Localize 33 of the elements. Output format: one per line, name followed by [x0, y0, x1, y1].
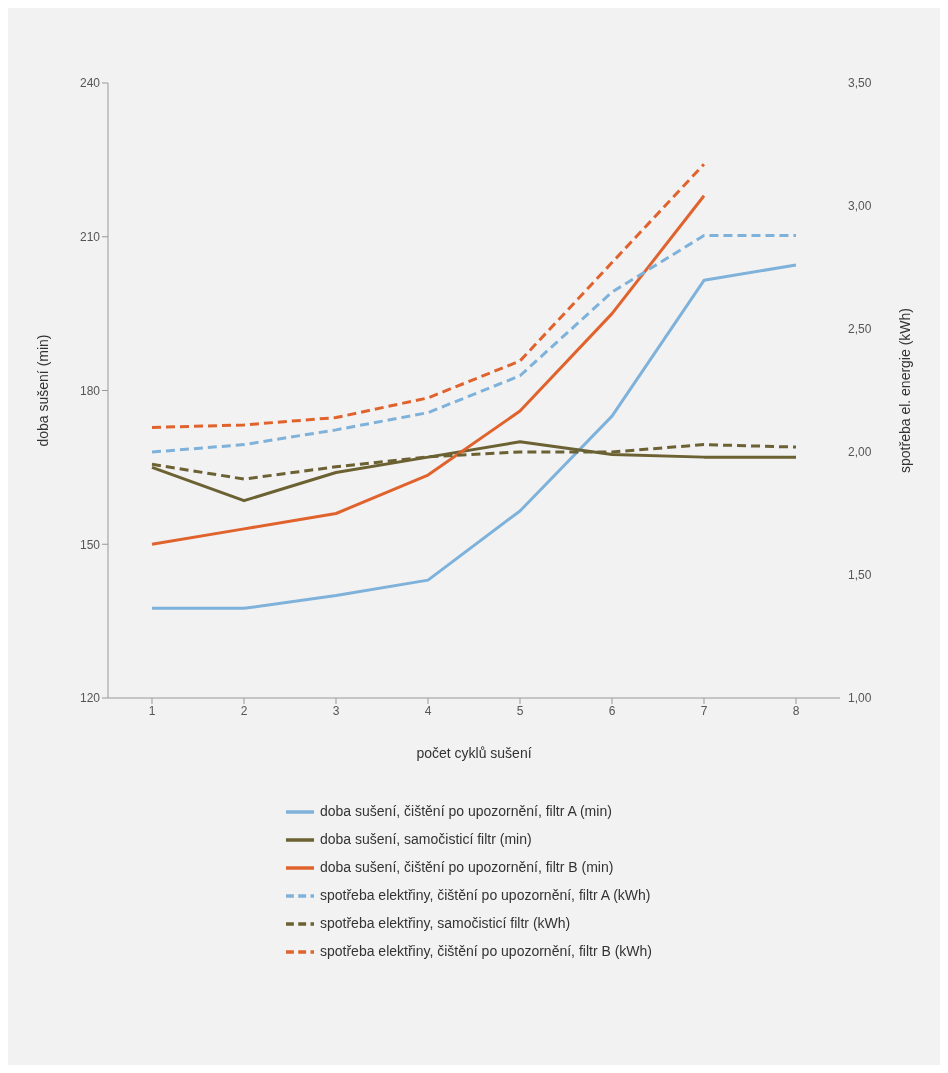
line-series [150, 440, 798, 503]
legend-label: doba sušení, čištění po upozornění, filtr A (min) [320, 802, 612, 819]
legend-label: spotřeba elektřiny, samočisticí filtr (kWh) [320, 914, 571, 931]
line-series [150, 162, 706, 429]
legend-label: spotřeba elektřiny, čištění po upozornění, filtr B (kWh) [320, 942, 652, 959]
y2-tick-label: 3,50 [848, 76, 872, 91]
x-tick-label: 1 [148, 703, 156, 718]
y-tick-label: 240 [79, 76, 101, 91]
y2-tick-label: 2,50 [848, 322, 872, 337]
y2-tick-label: 1,00 [848, 691, 872, 706]
y2-tick-label: 1,50 [848, 568, 872, 583]
x-tick-label: 3 [332, 703, 340, 718]
x-tick-label: 7 [700, 703, 708, 718]
line-series [150, 263, 798, 610]
line-series [150, 234, 798, 454]
y2-axis-title: spotřeba el. energie (kWh) [896, 308, 913, 473]
y-tick-label: 180 [79, 383, 101, 398]
x-tick-label: 6 [608, 703, 616, 718]
y-axis-title: doba sušení (min) [34, 334, 51, 447]
legend-label: spotřeba elektřiny, čištění po upozornění, filtr A (kWh) [320, 886, 651, 903]
line-series [150, 194, 706, 546]
legend-label: doba sušení, samočisticí filtr (min) [320, 830, 532, 847]
y-tick-label: 210 [79, 230, 101, 245]
legend-label: doba sušení, čištění po upozornění, filtr B (min) [320, 858, 614, 875]
y-tick-label: 150 [79, 537, 101, 552]
x-tick-label: 2 [240, 703, 248, 718]
x-tick-label: 5 [516, 703, 524, 718]
x-tick-label: 8 [792, 703, 800, 718]
y2-tick-label: 2,00 [848, 445, 872, 460]
y-tick-label: 120 [79, 691, 101, 706]
x-axis-title: počet cyklů sušení [416, 745, 532, 761]
y2-tick-label: 3,00 [848, 199, 872, 214]
x-tick-label: 4 [424, 703, 432, 718]
